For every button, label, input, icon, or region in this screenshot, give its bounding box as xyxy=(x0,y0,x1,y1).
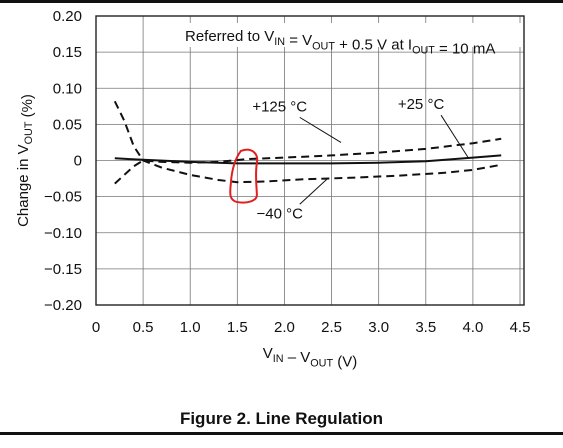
y-tick-label: −0.10 xyxy=(44,225,82,242)
highlight-mark xyxy=(229,148,259,204)
series-lines xyxy=(113,100,502,185)
x-tick-label: 1.5 xyxy=(227,319,248,336)
plot-frame xyxy=(95,15,525,306)
annotation-text: Referred to VIN = VOUT + 0.5 V at IOUT =… xyxy=(185,28,495,58)
bottom-rule xyxy=(0,432,563,435)
x-tick-label: 0.5 xyxy=(133,319,154,336)
leader-line-0 xyxy=(299,116,342,143)
y-tick-label: 0 xyxy=(74,153,82,170)
y-tick-label: −0.20 xyxy=(44,297,82,314)
tick-labels: 0.20 0.15 0.10 0.05 0 −0.05 −0.10 −0.15 −0.20 0 0.… xyxy=(15,8,530,370)
x-tick-label: 2.5 xyxy=(321,319,342,336)
x-tick-label: 1.0 xyxy=(180,319,201,336)
x-axis-label: VIN – VOUT (V) xyxy=(263,345,357,370)
series-line-1 xyxy=(114,154,502,165)
x-tick-label: 4.5 xyxy=(510,319,531,336)
x-tick-label: 4.0 xyxy=(462,319,483,336)
y-tick-label: −0.15 xyxy=(44,261,82,278)
leader-line-2 xyxy=(299,178,328,205)
y-tick-label: 0.05 xyxy=(53,116,82,133)
x-tick-label: 3.5 xyxy=(415,319,436,336)
series-line-2 xyxy=(113,100,502,184)
y-tick-label: 0.10 xyxy=(53,80,82,97)
annotation: Referred to VIN = VOUT + 0.5 V at IOUT =… xyxy=(178,23,522,58)
series-label-2: −40 °C xyxy=(257,205,304,222)
x-tick-label: 0 xyxy=(92,319,100,336)
series-labels: +125 °C +25 °C −40 °C xyxy=(252,96,469,222)
series-label-0: +125 °C xyxy=(252,98,307,115)
figure-caption: Figure 2. Line Regulation xyxy=(179,409,384,428)
y-axis-label: Change in VOUT (%) xyxy=(15,94,36,227)
annotation-bg xyxy=(178,23,522,47)
series-label-1: +25 °C xyxy=(398,96,445,113)
leader-line-1 xyxy=(440,114,469,158)
red-hand-drawn-loop xyxy=(229,148,259,204)
top-rule xyxy=(0,0,563,3)
y-tick-label: 0.15 xyxy=(53,44,82,61)
y-tick-label: 0.20 xyxy=(53,8,82,25)
x-tick-label: 2.0 xyxy=(274,319,295,336)
x-tick-label: 3.0 xyxy=(368,319,389,336)
y-tick-label: −0.05 xyxy=(44,189,82,206)
series-line-0 xyxy=(114,137,502,185)
axes xyxy=(95,15,525,306)
